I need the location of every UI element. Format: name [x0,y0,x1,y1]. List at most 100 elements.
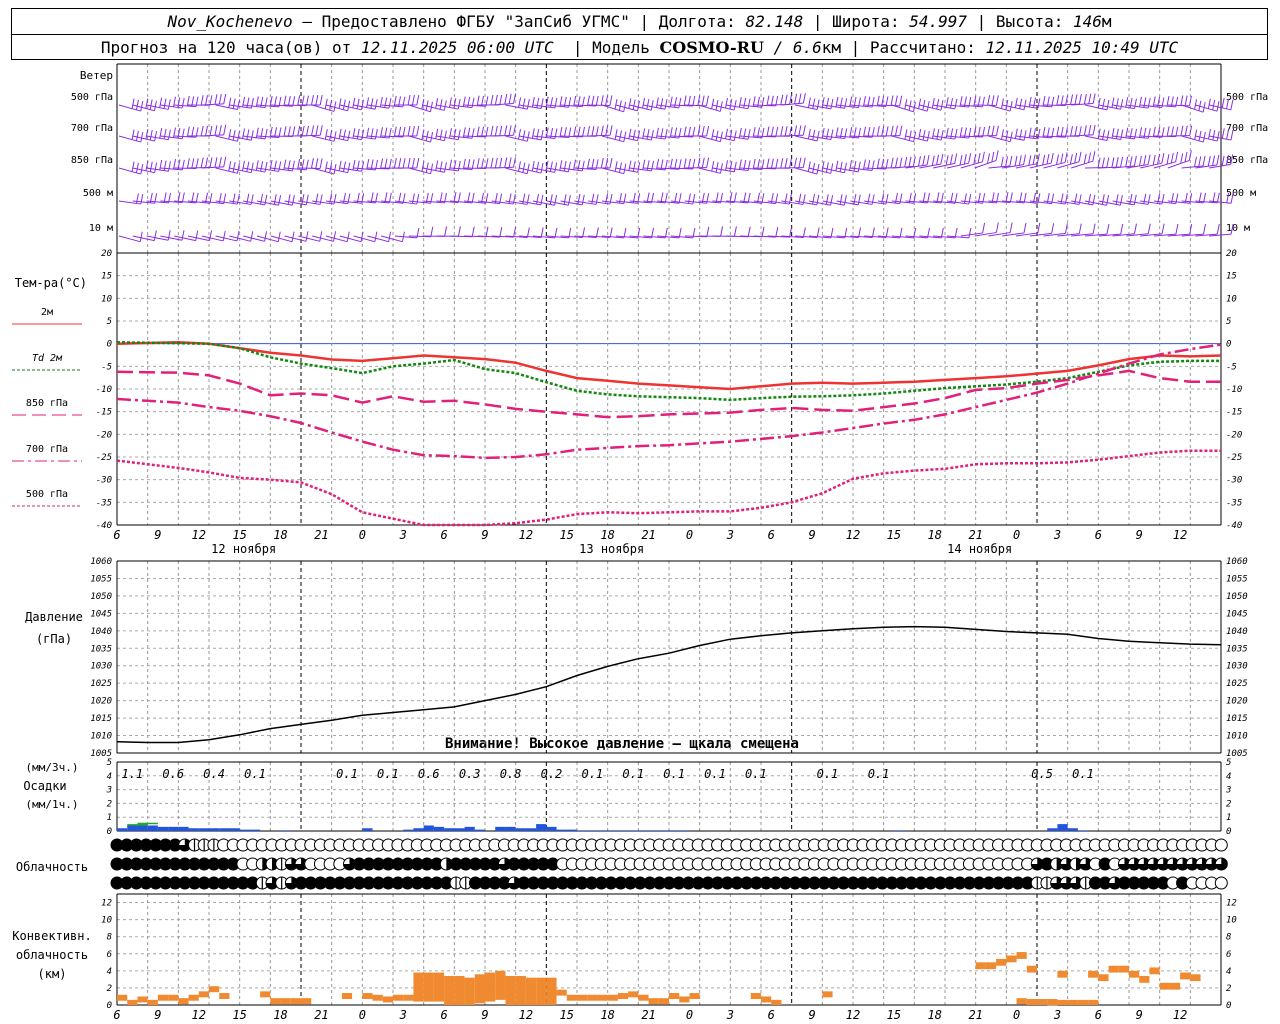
conv-xtick: 21 [968,1008,982,1022]
wind-barb-feather [1005,130,1009,141]
wind-barb-feather [476,126,480,137]
cloud-threequarter-fill [1108,877,1121,889]
wind-barb-shaft [836,167,859,173]
temp-xtick: 6 [768,528,775,542]
wind-barb-feather [200,157,204,168]
wind-barb-feather [1014,155,1018,167]
wind-barb-feather [329,100,333,111]
wind-barb-feather [291,160,295,171]
wind-barb-feather [587,126,591,137]
wind-barb-shaft [118,235,141,243]
wind-barb-feather [411,157,415,169]
wind-barb-feather [1133,194,1137,205]
wind-barb-feather [232,98,236,109]
wind-barb-feather [1106,99,1110,111]
wind-barb-shaft [753,135,776,138]
wind-barb-feather [139,231,143,242]
wind-barb-feather [421,98,425,110]
wind-barb [1015,96,1041,109]
wind-barb-feather [1198,156,1202,167]
wind-barb-shaft [532,200,555,206]
wind-barb-feather [471,97,475,108]
legend-label: Td 2м [32,353,63,364]
pressure-ytick-right: 1055 [1226,574,1248,584]
wind-barb-shaft [850,235,873,239]
wind-barb-shaft [505,135,528,142]
wind-barb-feather [232,130,236,141]
temp-xtick: 3 [1053,528,1061,542]
conv-xtick: 15 [560,1008,574,1022]
wind-barb [270,126,296,138]
wind-barb-feather [1175,223,1179,235]
wind-barb [629,128,654,141]
wind-barb [270,194,295,206]
wind-barb-feather [425,162,429,173]
wind-barb-feather [863,126,867,137]
wind-barb-feather [1180,95,1184,106]
wind-barb-shaft [601,167,624,175]
wind-barb-feather [191,126,195,138]
wind-barb-shaft [670,104,693,107]
temp-ytick-right: -35 [1226,498,1242,508]
conv-bar [648,998,659,1005]
wind-level-label-right: 500 м [1226,188,1256,199]
wind-barb [1181,99,1206,113]
wind-barb-shaft [243,167,266,173]
wind-barb-shaft [146,135,169,141]
wind-barb-feather [1115,157,1119,168]
conv-bar [1190,974,1201,982]
wind-barb-feather [481,95,484,107]
wind-barb [146,230,171,241]
conv-bar [689,993,700,1000]
wind-barb-feather [1097,97,1101,109]
alt-value: 146 [1073,12,1102,31]
wind-barb-feather [913,131,917,142]
wind-barb-feather [678,159,682,170]
wind-barb-shaft [201,134,224,137]
wind-barb-feather [563,127,567,138]
temp-ytick-right: -15 [1226,408,1242,418]
conv-bar [1016,998,1027,1005]
wind-barb-shaft [1098,104,1121,110]
wind-barb-feather [1014,97,1018,108]
wind-barb-feather [821,128,825,139]
wind-barb-feather [526,131,530,142]
wind-barb-feather [356,98,360,109]
wind-barb-shaft [1098,233,1121,237]
cloud-symbol [1214,857,1228,871]
wind-barb-feather [1115,194,1119,205]
precip-bar [168,826,179,831]
wind-barb-shaft [1181,135,1204,143]
wind-barb-shaft [422,200,445,204]
wind-barb-feather [609,227,613,238]
wind-barb-shaft [1167,233,1190,237]
wind-barb-feather [1212,155,1216,166]
precip-bar [362,828,373,831]
wind-barb [1153,223,1179,237]
precip-bar [280,830,291,831]
conv-bar [771,999,782,1005]
wind-barb-feather [329,162,333,173]
wind-barb-shaft [974,200,997,204]
wind-barb-shaft [367,200,390,204]
wind-barb-feather [926,130,930,142]
pressure-ytick-left: 1030 [90,662,112,672]
wind-barb-feather [788,126,792,137]
temp-xtick: 0 [359,528,366,542]
wind-barb-feather [1198,130,1202,141]
wind-barb-feather [305,95,309,106]
precip-bar [577,830,588,831]
wind-barb-shaft [160,200,183,204]
wind-barb [1167,125,1193,137]
temp-series-line [116,449,1221,527]
wind-barb-feather [209,95,213,106]
wind-barb-shaft [1084,233,1107,237]
wind-barb-feather [857,194,861,205]
wind-barb-feather [936,192,940,203]
conv-bar [270,998,281,1005]
wind-barb-feather [729,129,733,140]
wind-barb-shaft [905,200,928,204]
wind-barb-shaft [339,200,362,204]
wind-barb-feather [945,97,949,108]
wind-barb-feather [766,158,770,169]
